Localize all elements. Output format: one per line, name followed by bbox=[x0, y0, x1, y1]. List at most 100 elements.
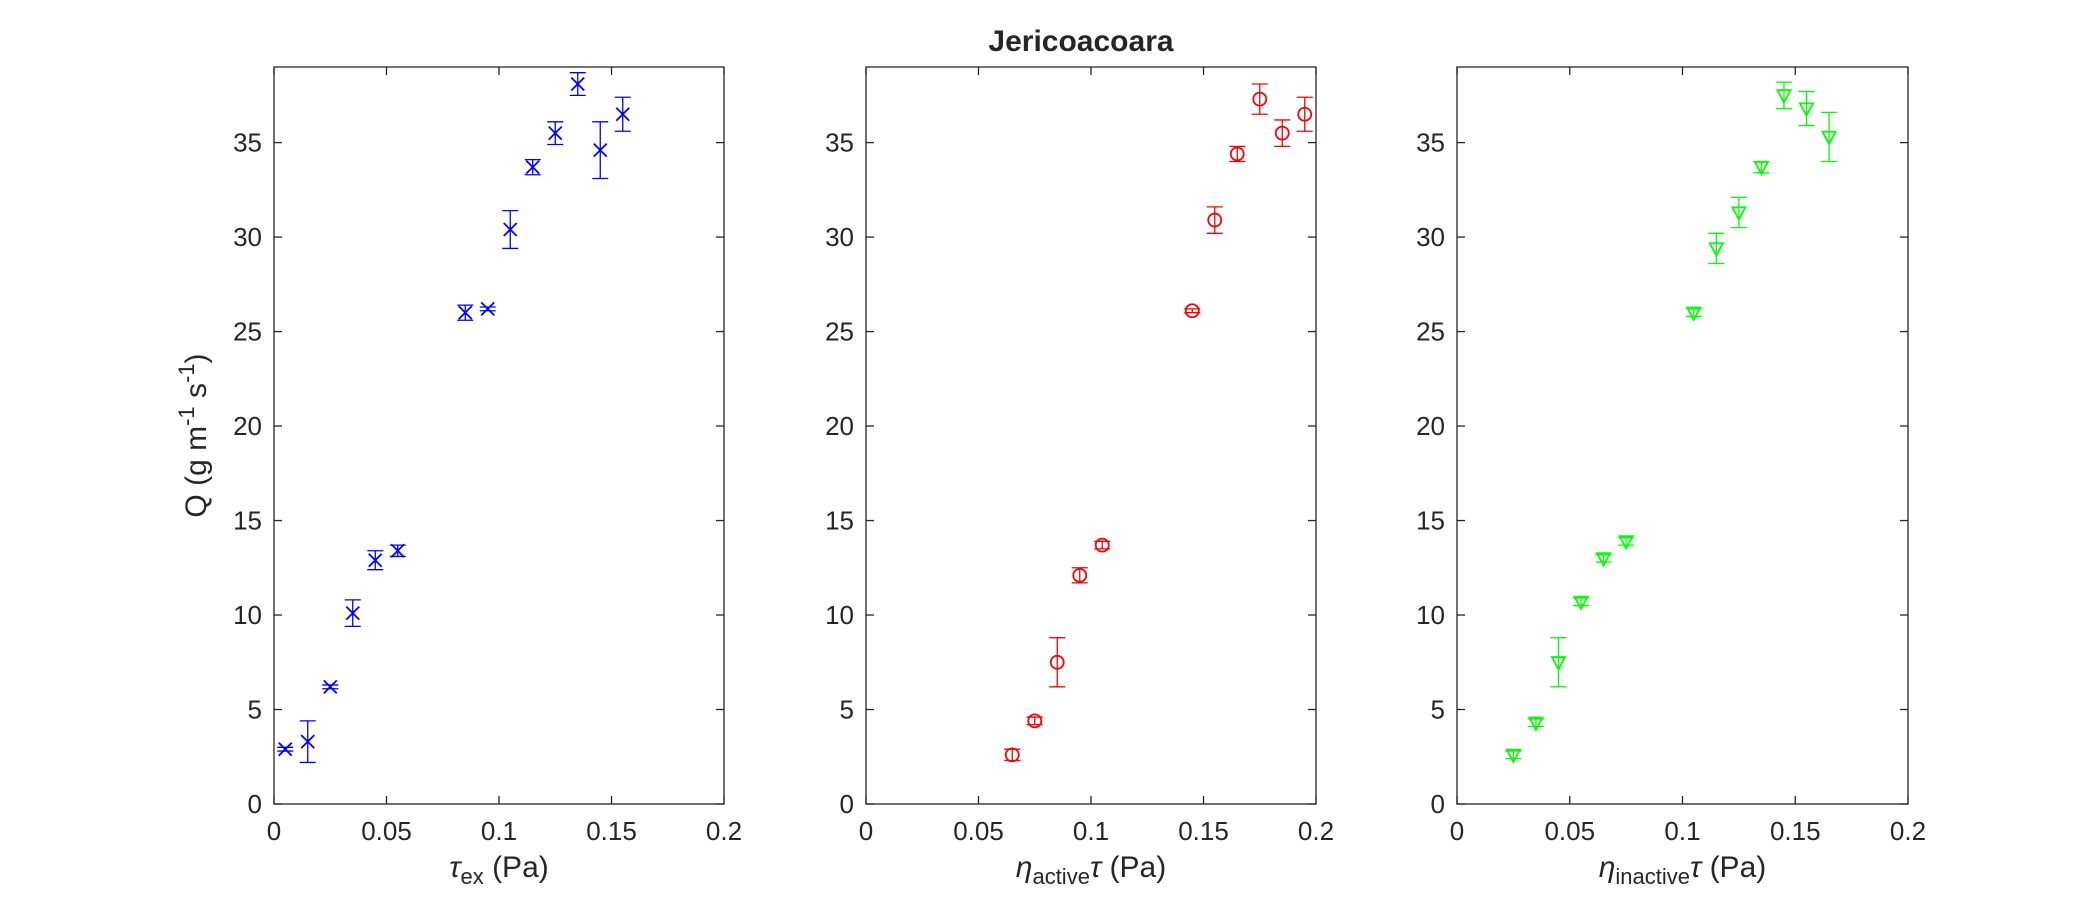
data-point bbox=[368, 553, 383, 568]
data-point bbox=[1618, 535, 1635, 551]
data-point bbox=[548, 126, 563, 141]
x-tick-label: 0.1 bbox=[1664, 816, 1700, 846]
error-bar bbox=[1071, 567, 1088, 584]
x-tick-label: 0.05 bbox=[953, 816, 1004, 846]
data-point bbox=[1049, 654, 1065, 670]
y-tick-label: 0 bbox=[248, 789, 262, 819]
data-point bbox=[345, 605, 360, 621]
x-tick-label: 0.2 bbox=[1890, 816, 1926, 846]
x-axis-label-symbol-2: τ bbox=[1090, 851, 1103, 884]
error-bar bbox=[1708, 232, 1725, 265]
x-tick-label: 0.2 bbox=[706, 816, 742, 846]
y-tick-label: 20 bbox=[825, 411, 854, 441]
data-point bbox=[390, 543, 405, 558]
data-point bbox=[1297, 106, 1313, 122]
data-point bbox=[1027, 713, 1043, 729]
data-point bbox=[1184, 303, 1200, 319]
data-point bbox=[1072, 567, 1088, 583]
error-bar bbox=[1274, 119, 1291, 148]
data-point bbox=[1550, 656, 1567, 672]
x-tick-label: 0.15 bbox=[586, 816, 637, 846]
y-tick-label: 10 bbox=[233, 600, 262, 630]
x-tick-label: 0.2 bbox=[1298, 816, 1334, 846]
x-axis-label-symbol: τ bbox=[449, 851, 462, 884]
error-bar bbox=[1229, 145, 1246, 163]
x-axis-label-subscript: active bbox=[1032, 864, 1089, 889]
x-axis-label: τex (Pa) bbox=[449, 851, 549, 889]
data-point bbox=[1527, 716, 1544, 732]
x-axis-label: ηactiveτ (Pa) bbox=[1016, 851, 1166, 889]
error-bar bbox=[1821, 111, 1838, 163]
y-tick-label: 0 bbox=[1431, 789, 1445, 819]
y-tick-label: 35 bbox=[233, 128, 262, 158]
y-tick-label: 30 bbox=[825, 222, 854, 252]
x-tick-label: 0.15 bbox=[1770, 816, 1821, 846]
y-tick-label: 20 bbox=[233, 411, 262, 441]
data-point bbox=[1730, 206, 1747, 222]
x-axis-label-unit: (Pa) bbox=[484, 851, 549, 884]
x-axis-label: ηinactiveτ (Pa) bbox=[1599, 851, 1767, 889]
data-point bbox=[570, 76, 585, 92]
x-tick-label: 0 bbox=[267, 816, 281, 846]
data-point bbox=[300, 734, 315, 749]
x-tick-label: 0.05 bbox=[1544, 816, 1595, 846]
data-point bbox=[1094, 537, 1110, 553]
data-point bbox=[1775, 89, 1792, 105]
y-tick-label: 0 bbox=[840, 789, 854, 819]
error-bar bbox=[1296, 96, 1313, 132]
data-point bbox=[1207, 212, 1223, 228]
axes-box bbox=[865, 66, 1317, 805]
x-axis-label-unit: (Pa) bbox=[1101, 851, 1166, 884]
data-point bbox=[1274, 125, 1290, 141]
y-tick-label: 5 bbox=[1431, 695, 1445, 725]
y-tick-label: 15 bbox=[825, 506, 854, 536]
x-tick-label: 0 bbox=[859, 816, 873, 846]
data-point bbox=[1004, 747, 1020, 763]
x-tick-label: 0.05 bbox=[361, 816, 412, 846]
data-point bbox=[525, 160, 540, 175]
data-point bbox=[1708, 242, 1725, 258]
y-tick-label: 25 bbox=[233, 317, 262, 347]
data-point bbox=[1505, 748, 1522, 764]
error-bar bbox=[1251, 83, 1268, 115]
error-bar bbox=[1049, 637, 1066, 688]
y-tick-label: 20 bbox=[1416, 411, 1445, 441]
axes-1: 0 0.05 0.1 0.15 0.2 0 5 10 15 20 25 30 35 τex (Pa) Q (… bbox=[174, 66, 742, 889]
x-tick-label: 0.1 bbox=[481, 816, 517, 846]
y-tick-label: 35 bbox=[825, 128, 854, 158]
data-point bbox=[503, 222, 518, 237]
x-tick-label: 0 bbox=[1450, 816, 1464, 846]
y-tick-label: 10 bbox=[825, 600, 854, 630]
data-point bbox=[1252, 91, 1268, 107]
y-tick-label: 35 bbox=[1416, 128, 1445, 158]
data-point bbox=[1798, 102, 1815, 118]
data-point bbox=[480, 301, 495, 317]
y-tick-label: 30 bbox=[1416, 222, 1445, 252]
data-point bbox=[593, 143, 608, 158]
axes-3: 0 0.05 0.1 0.15 0.2 0 5 10 15 20 25 30 35 ηinactiveτ … bbox=[1416, 66, 1926, 889]
data-point bbox=[615, 107, 630, 122]
x-axis-label-unit: (Pa) bbox=[1701, 851, 1766, 884]
data-point bbox=[1821, 130, 1838, 147]
data-point bbox=[1229, 146, 1245, 162]
x-tick-label: 0.15 bbox=[1178, 816, 1229, 846]
axes-box bbox=[273, 66, 725, 805]
data-point bbox=[1685, 306, 1702, 322]
y-tick-label: 15 bbox=[233, 506, 262, 536]
error-bar bbox=[1775, 81, 1792, 110]
x-tick-label: 0.1 bbox=[1073, 816, 1109, 846]
x-axis-label-symbol-2: τ bbox=[1690, 851, 1703, 884]
x-axis-label-subscript: inactive bbox=[1615, 864, 1690, 889]
axes-box bbox=[1456, 66, 1909, 805]
y-tick-label: 25 bbox=[825, 317, 854, 347]
y-tick-label: 5 bbox=[248, 695, 262, 725]
data-point bbox=[1573, 595, 1590, 611]
axes-2: 0 0.05 0.1 0.15 0.2 0 5 10 15 20 25 30 35 ηactiveτ (P… bbox=[825, 66, 1334, 889]
data-point bbox=[1753, 161, 1770, 177]
error-bar bbox=[1206, 206, 1223, 234]
x-axis-label-symbol: η bbox=[1599, 851, 1616, 884]
error-bar bbox=[1730, 196, 1747, 229]
x-axis-label-symbol: η bbox=[1016, 851, 1033, 884]
y-tick-label: 25 bbox=[1416, 317, 1445, 347]
